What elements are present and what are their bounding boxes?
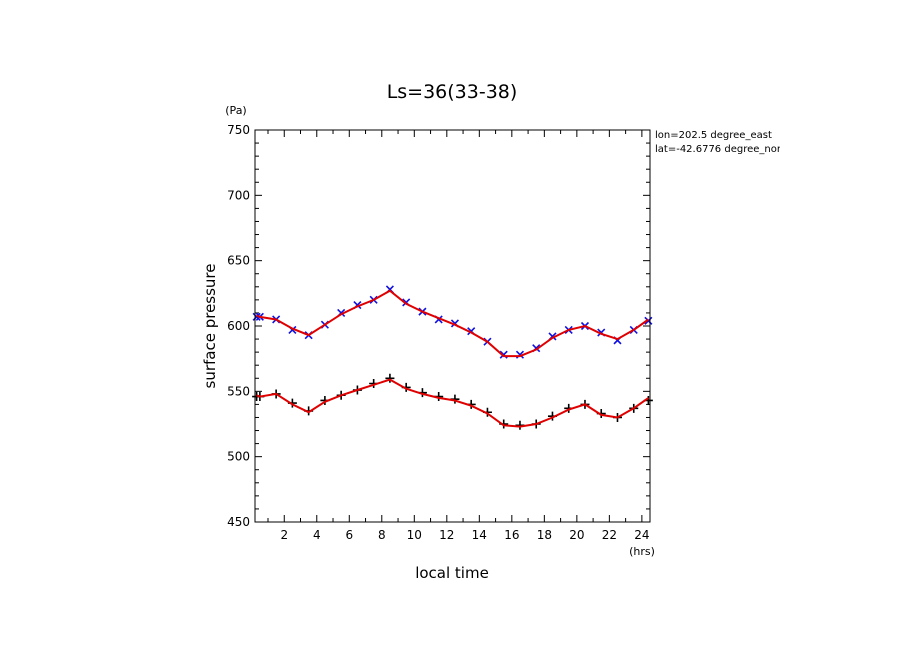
upper-x-marker: [252, 312, 261, 321]
y-tick-label: 550: [227, 384, 250, 398]
y-tick-label: 700: [227, 188, 250, 202]
x-tick-label: 10: [407, 528, 422, 542]
x-unit: (hrs): [629, 545, 655, 558]
y-unit: (Pa): [225, 104, 246, 117]
x-tick-label: 20: [569, 528, 584, 542]
x-tick-label: 2: [280, 528, 288, 542]
y-tick-label: 750: [227, 123, 250, 137]
y-tick-label: 450: [227, 515, 250, 529]
x-tick-label: 12: [439, 528, 454, 542]
y-tick-label: 500: [227, 450, 250, 464]
chart-title: Ls=36(33-38): [387, 81, 518, 103]
info-box: lon=202.5 degree_east lat=-42.6776 degre…: [655, 130, 791, 155]
info-line-lon: lon=202.5 degree_east: [655, 130, 772, 141]
lower-mean-line: [256, 378, 649, 428]
x-tick-label: 4: [313, 528, 321, 542]
y-axis-label: surface pressure: [201, 264, 219, 389]
x-tick-label: 22: [602, 528, 617, 542]
plot-frame: [254, 129, 651, 523]
upper-mean-line: [256, 289, 649, 358]
info-line-lat: lat=-42.6776 degree_north: [655, 144, 791, 155]
data-marks: [252, 285, 653, 430]
x-tick-label: 24: [634, 528, 649, 542]
x-tick-label: 18: [537, 528, 552, 542]
upper-x-marker: [644, 316, 653, 325]
x-tick-label: 16: [504, 528, 519, 542]
lower-plus-marker: [385, 373, 395, 383]
x-tick-label: 8: [378, 528, 386, 542]
x-tick-label: 14: [472, 528, 487, 542]
x-tick-label: 6: [345, 528, 353, 542]
x-axis-label: local time: [415, 564, 489, 582]
y-tick-label: 650: [227, 254, 250, 268]
y-tick-label: 600: [227, 319, 250, 333]
